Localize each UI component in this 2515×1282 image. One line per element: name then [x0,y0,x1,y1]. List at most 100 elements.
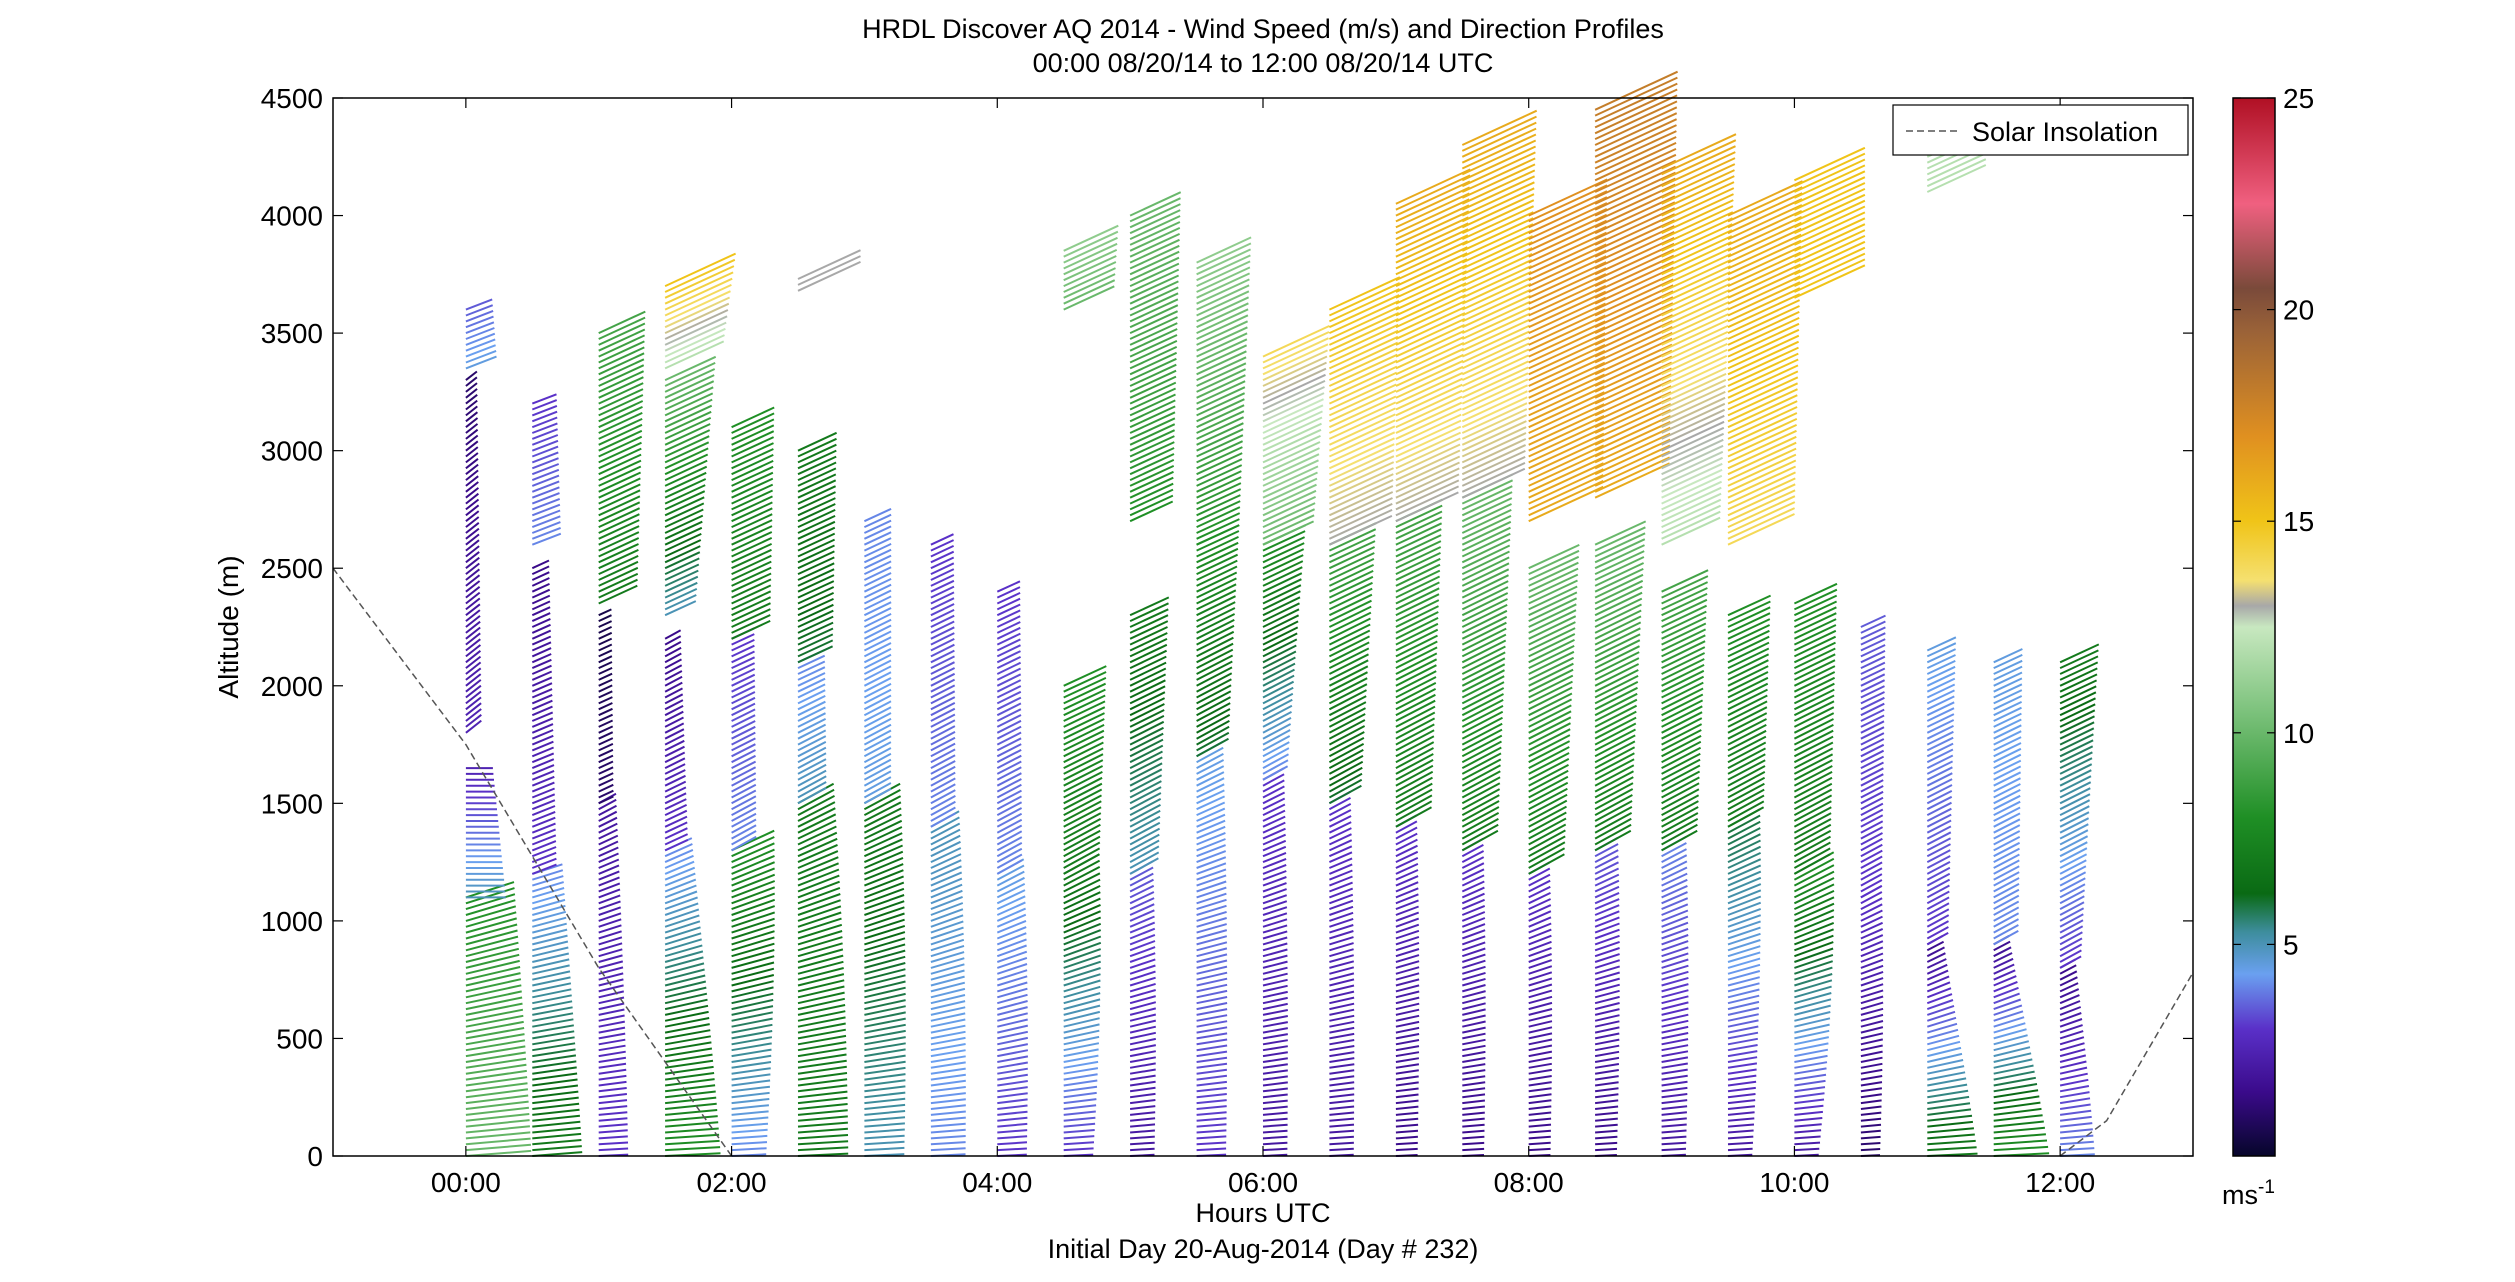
wind-barb [2059,970,2078,981]
wind-barb [1395,210,1470,246]
wind-barb [1661,823,1698,846]
wind-barb [1196,1026,1228,1034]
wind-barb [1793,753,1834,775]
wind-barb [1594,373,1672,411]
wind-barb [1395,978,1420,987]
wind-barb [1196,654,1234,675]
wind-barb [1329,1075,1355,1081]
wind-barb [1528,314,1606,352]
wind-barb [930,914,964,928]
wind-barb [1395,371,1464,405]
wind-barb [1329,1135,1354,1140]
wind-barb [598,620,613,628]
wind-barb [1461,127,1537,164]
wind-barb [1727,839,1761,858]
wind-barb [1727,594,1772,617]
wind-barb [532,1120,581,1128]
wind-barb [1661,301,1730,335]
wind-barb [1528,332,1606,370]
wind-barb [598,1038,626,1046]
wind-barb [1262,1069,1288,1075]
wind-barb [1063,1104,1097,1110]
wind-barb [531,468,560,482]
wind-barb [731,477,774,499]
wind-barb [1129,280,1179,305]
wind-barb [1461,258,1533,293]
wind-barb [930,812,956,828]
wind-barb [1328,431,1396,464]
wind-barb [598,1026,626,1034]
wind-barb [1129,435,1175,458]
wind-barb [1595,1129,1618,1134]
wind-barb [465,1002,523,1016]
wind-barb [1395,929,1420,940]
wind-barb [1926,837,1952,852]
wind-barb [531,503,561,517]
wind-barb [1196,971,1228,981]
wind-barb [1528,835,1566,858]
wind-barb [1196,696,1231,717]
wind-barb [797,837,838,858]
wind-barb [664,658,682,669]
wind-barb [797,633,834,652]
wind-barb [731,566,772,587]
wind-barb [2060,1134,2094,1140]
wind-barb [797,695,826,711]
wind-barb [1262,1093,1288,1099]
wind-barb [664,843,693,858]
wind-barb [1727,1099,1756,1105]
wind-barb [1063,922,1102,940]
wind-barb [1993,969,2016,981]
wind-barb [1727,741,1767,764]
wind-barb [1262,809,1286,822]
wind-barb [664,938,702,952]
wind-barb [465,556,480,569]
wind-barb [930,736,956,752]
wind-barb [1196,607,1236,628]
wind-barb [598,882,621,893]
wind-barb [1129,821,1161,840]
wind-barb [1993,753,2022,769]
wind-barb [1063,859,1101,881]
wind-barb [1262,906,1288,916]
wind-barb [1926,642,1957,658]
wind-barb [664,1047,713,1058]
wind-barb [1993,800,2021,816]
wind-barb [531,422,558,434]
wind-barb [664,514,704,534]
wind-barb [1462,1147,1485,1152]
wind-barb [1793,741,1834,764]
wind-barb [1129,762,1163,781]
wind-barb [1196,977,1228,987]
wind-barb [731,783,757,799]
wind-barb [1993,957,2014,969]
wind-barb [1793,877,1835,899]
wind-barb [1727,489,1796,523]
wind-barb [1196,1056,1228,1063]
wind-barb [930,938,965,952]
wind-barb [664,496,705,517]
wind-barb [1794,1092,1825,1099]
wind-barb [1262,508,1316,534]
wind-barb [2059,1024,2083,1034]
wind-barb [598,346,645,370]
wind-barb [997,1061,1028,1069]
wind-barb [1528,603,1577,628]
wind-barb [1063,948,1102,963]
wind-barb [1129,1111,1156,1116]
wind-barb [1727,328,1800,364]
wind-barb [1727,671,1769,693]
wind-barb [465,609,481,622]
wind-barb [1328,485,1394,517]
wind-barb [1328,395,1397,429]
wind-barb [996,926,1027,940]
wind-barb [1727,1117,1755,1122]
wind-barb [1793,712,1835,734]
wind-barb [1395,581,1440,605]
wind-barb [1196,880,1227,893]
wind-barb [1528,474,1604,511]
wind-barb [532,928,568,940]
wind-barb [731,453,774,476]
wind-barb [1328,701,1367,722]
wind-barb [465,399,478,411]
